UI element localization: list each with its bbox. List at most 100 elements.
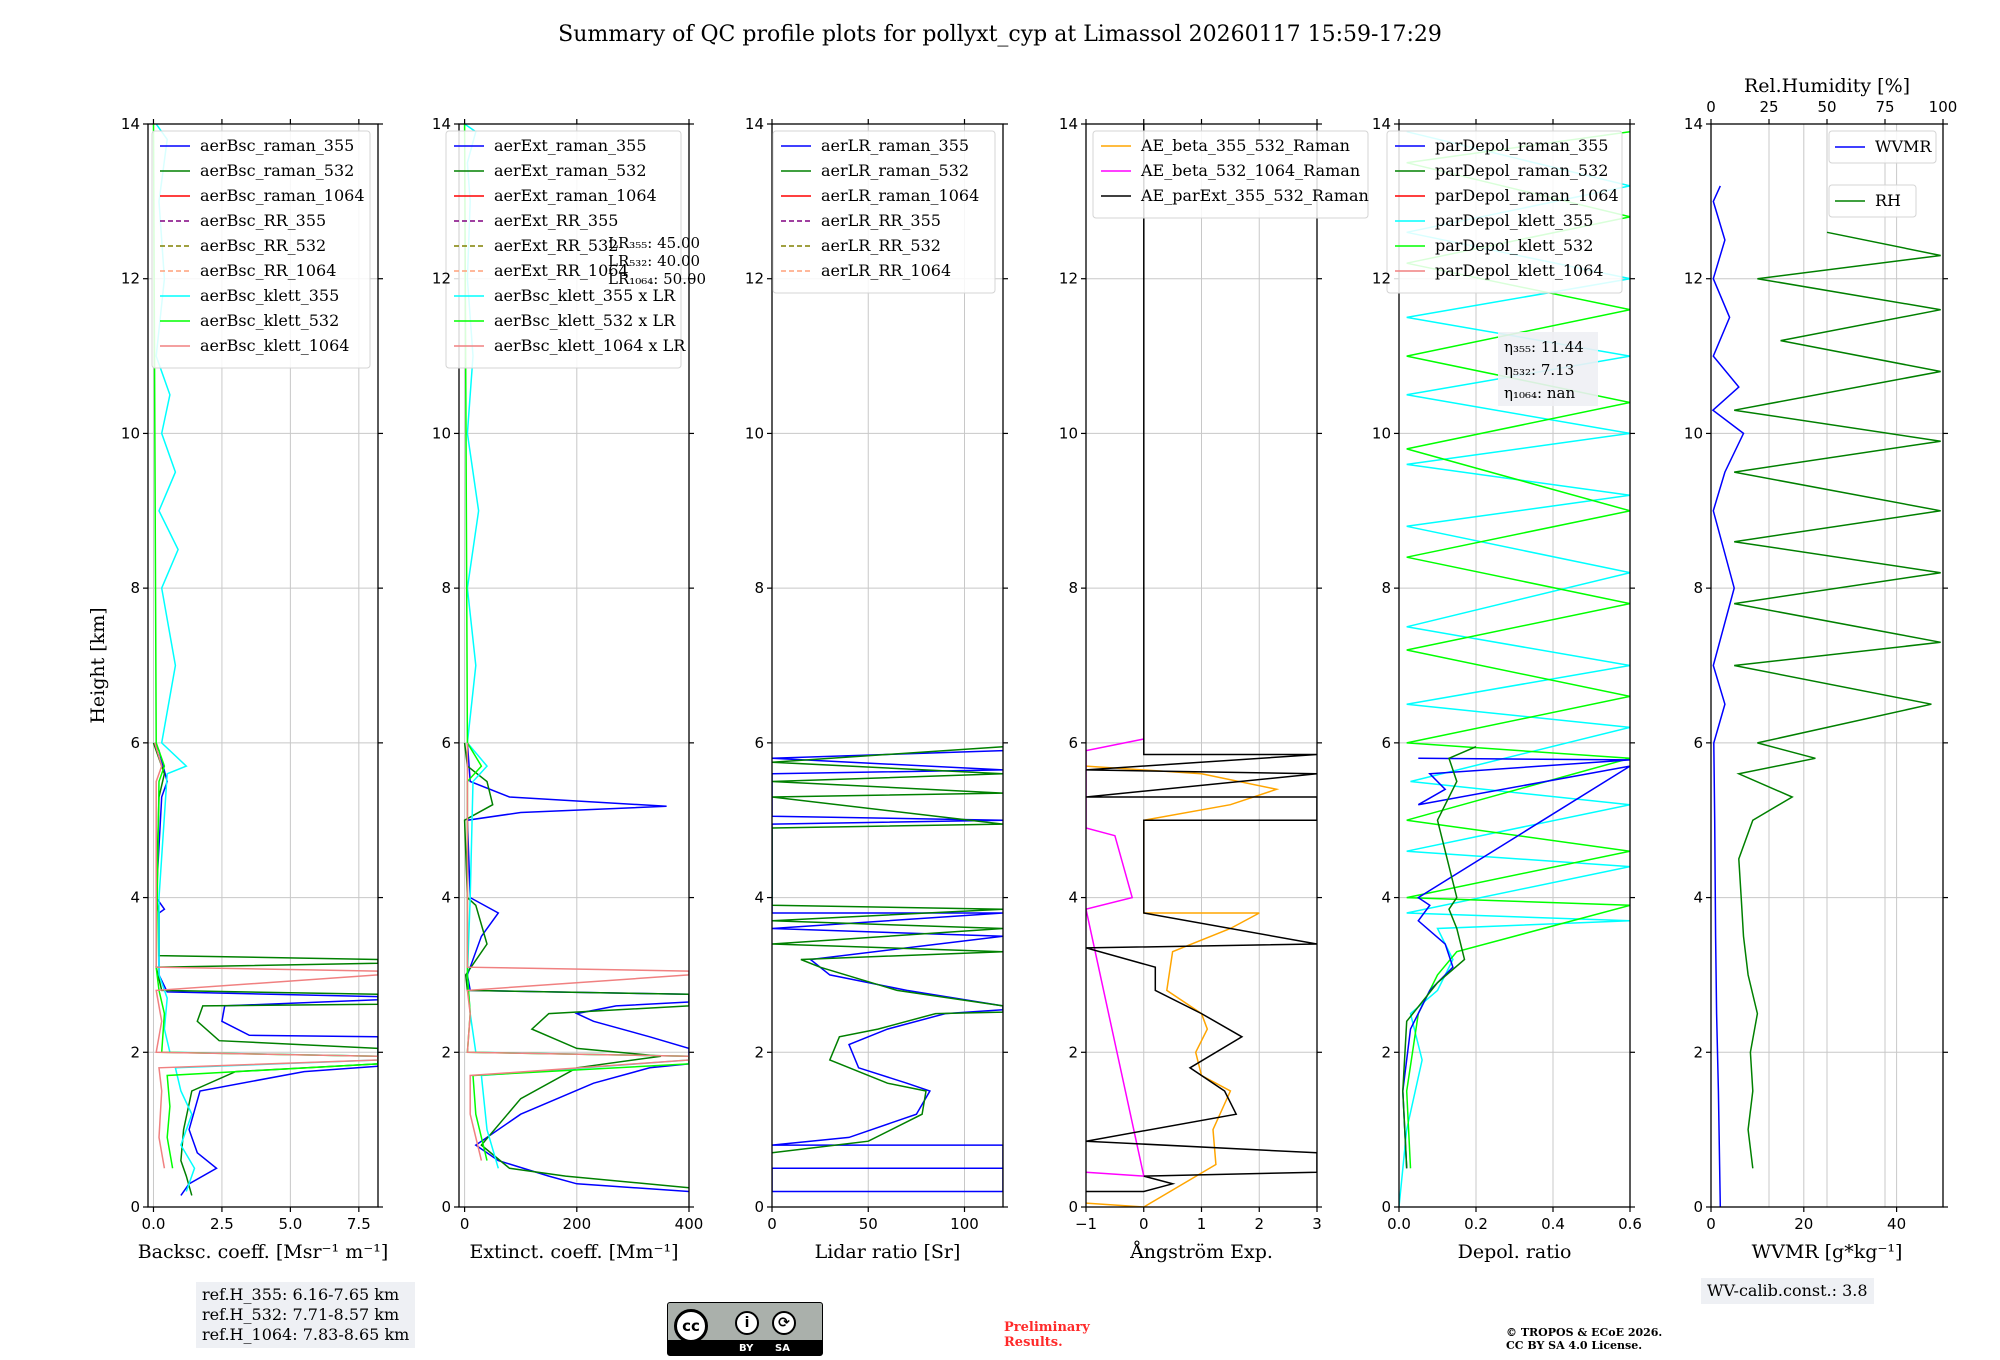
y-tick-label: 14 xyxy=(121,115,140,133)
top-x-tick-label: 75 xyxy=(1875,98,1894,116)
sa-label: SA xyxy=(775,1343,790,1354)
y-tick-label: 14 xyxy=(1372,115,1391,133)
x-tick-label: 0.4 xyxy=(1541,1215,1565,1233)
ref-height-355: ref.H_355: 6.16-7.65 km xyxy=(202,1285,400,1304)
legend-backscatter xyxy=(151,130,371,369)
y-tick-label: 10 xyxy=(121,424,140,442)
y-tick-label: 0 xyxy=(441,1198,451,1216)
series-line-WVMR xyxy=(1711,185,1745,1207)
y-tick-label: 6 xyxy=(754,734,764,752)
x-tick-label: 0.6 xyxy=(1618,1215,1642,1233)
eta-1064: η₁₀₆₄: nan xyxy=(1504,384,1575,402)
y-tick-label: 6 xyxy=(1068,734,1078,752)
y-tick-label: 14 xyxy=(1059,115,1078,133)
eta-355: η₃₅₅: 11.44 xyxy=(1504,338,1584,356)
legend-entry: aerLR_raman_355 xyxy=(821,136,969,155)
x-tick-label: 0 xyxy=(1139,1215,1149,1233)
legend-frame xyxy=(445,130,682,369)
preliminary-note: Preliminary Results. xyxy=(1004,1320,1090,1350)
legend-frame xyxy=(1828,130,1937,164)
panel-extinction xyxy=(445,119,694,1212)
legend-depol xyxy=(1386,130,1623,294)
legend-entry: aerBsc_RR_532 xyxy=(200,236,326,255)
x-tick-label: 0 xyxy=(1706,1215,1716,1233)
y-tick-label: 10 xyxy=(1059,424,1078,442)
y-tick-label: 0 xyxy=(1068,1198,1078,1216)
series-line-AE_parExt_355_532_Raman xyxy=(1086,124,1317,1193)
lr-note-1064: LR₁₀₆₄: 50.00 xyxy=(608,270,706,288)
legend-entry: aerBsc_klett_532 xyxy=(200,311,339,330)
legend-entry: aerExt_RR_355 xyxy=(494,211,618,230)
y-tick-label: 0 xyxy=(1381,1198,1391,1216)
legend-entry: parDepol_klett_1064 xyxy=(1435,261,1604,280)
by-label: BY xyxy=(739,1343,754,1354)
series-line-AE_beta_532_1064_Raman xyxy=(1086,738,1145,1177)
legend-extinction xyxy=(445,130,682,369)
legend-entry: AE_parExt_355_532_Raman xyxy=(1140,186,1369,205)
y-tick-label: 2 xyxy=(754,1043,764,1061)
top-x-tick-label: 0 xyxy=(1706,98,1716,116)
legend-entry: aerBsc_klett_355 x LR xyxy=(494,286,676,305)
panel-frame xyxy=(147,123,379,1208)
legend-frame xyxy=(151,130,371,369)
legend-entry: aerBsc_klett_532 x LR xyxy=(494,311,676,330)
legend-entry: aerBsc_klett_1064 x LR xyxy=(494,336,686,355)
legend-entry: aerBsc_klett_1064 xyxy=(200,336,349,355)
series-line-parDepol_raman_355 xyxy=(1402,757,1630,1169)
x-tick-label: 0.0 xyxy=(142,1215,166,1233)
legend-entry: parDepol_klett_355 xyxy=(1435,211,1593,230)
x-tick-label: 5.0 xyxy=(278,1215,302,1233)
x-tick-label: 2 xyxy=(1254,1215,1264,1233)
x-tick-label: 0.2 xyxy=(1464,1215,1488,1233)
preliminary-line1: Preliminary xyxy=(1004,1320,1090,1335)
y-axis-label: Height [km] xyxy=(87,607,109,723)
x-tick-label: 50 xyxy=(859,1215,878,1233)
legend-entry: aerBsc_raman_532 xyxy=(200,161,354,180)
y-tick-label: 4 xyxy=(1381,889,1391,907)
legend-entry: aerLR_raman_1064 xyxy=(821,186,979,205)
legend-entry: aerBsc_raman_1064 xyxy=(200,186,365,205)
x-tick-label: 0 xyxy=(767,1215,777,1233)
legend-wvmr xyxy=(1828,130,1937,218)
y-tick-label: 4 xyxy=(1693,889,1703,907)
series-line-aerBsc_klett_532 xyxy=(152,124,378,1169)
badge-strip xyxy=(668,1340,822,1355)
y-tick-label: 14 xyxy=(432,115,451,133)
y-tick-label: 2 xyxy=(1068,1043,1078,1061)
legend-entry: aerBsc_RR_1064 xyxy=(200,261,336,280)
x-tick-label: 7.5 xyxy=(347,1215,371,1233)
y-tick-label: 6 xyxy=(130,734,140,752)
y-tick-label: 12 xyxy=(1684,270,1703,288)
legend-entry: AE_beta_532_1064_Raman xyxy=(1140,161,1360,180)
y-tick-label: 0 xyxy=(1693,1198,1703,1216)
legend-frame xyxy=(1092,130,1369,219)
y-tick-label: 6 xyxy=(1693,734,1703,752)
copyright-note: © TROPOS & ECoE 2026. CC BY SA 4.0 Licen… xyxy=(1506,1326,1662,1352)
legend-entry: aerExt_RR_1064 xyxy=(494,261,629,280)
y-tick-label: 4 xyxy=(441,889,451,907)
y-tick-label: 12 xyxy=(432,270,451,288)
cc-by-sa-license-badge: cc i ⟳ BY SA xyxy=(667,1302,823,1356)
panel-lidar_ratio xyxy=(767,119,1008,1212)
y-tick-label: 12 xyxy=(1372,270,1391,288)
ref-height-532: ref.H_532: 7.71-8.57 km xyxy=(202,1305,400,1324)
panel-backscatter xyxy=(143,119,383,1212)
legend-entry: aerLR_raman_532 xyxy=(821,161,969,180)
legend-entry: parDepol_raman_1064 xyxy=(1435,186,1619,205)
x-tick-label: 400 xyxy=(675,1215,704,1233)
panel-frame xyxy=(458,123,690,1208)
legend-entry: aerBsc_klett_355 xyxy=(200,286,339,305)
y-tick-label: 12 xyxy=(1059,270,1078,288)
x-tick-label: 0.0 xyxy=(1387,1215,1411,1233)
legend-entry: parDepol_raman_355 xyxy=(1435,136,1608,155)
series-line-aerLR_raman_355 xyxy=(772,749,1003,1193)
x-tick-label: 40 xyxy=(1887,1215,1906,1233)
top-x-tick-label: 25 xyxy=(1759,98,1778,116)
legend-entry-wvmr: WVMR xyxy=(1875,137,1932,156)
grid-angstrom xyxy=(1085,123,1318,1208)
series-line-aerBsc_klett_1064 x LR xyxy=(466,742,689,1161)
y-tick-label: 8 xyxy=(1693,579,1703,597)
series-lidar_ratio xyxy=(772,745,1003,1193)
legend-entry: parDepol_klett_532 xyxy=(1435,236,1593,255)
